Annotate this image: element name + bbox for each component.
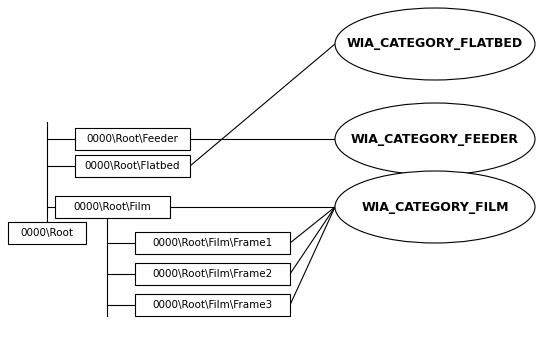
Text: 0000\Root\Film: 0000\Root\Film (74, 202, 151, 212)
Text: 0000\Root\Flatbed: 0000\Root\Flatbed (85, 161, 180, 171)
FancyBboxPatch shape (135, 232, 290, 254)
FancyBboxPatch shape (55, 196, 170, 218)
Text: 0000\Root\Film\Frame3: 0000\Root\Film\Frame3 (152, 300, 273, 310)
Text: 0000\Root: 0000\Root (21, 228, 74, 238)
Ellipse shape (335, 103, 535, 175)
FancyBboxPatch shape (135, 294, 290, 316)
FancyBboxPatch shape (135, 263, 290, 285)
FancyBboxPatch shape (75, 128, 190, 150)
Ellipse shape (335, 8, 535, 80)
Text: WIA_CATEGORY_FLATBED: WIA_CATEGORY_FLATBED (347, 37, 523, 51)
Ellipse shape (335, 171, 535, 243)
Text: 0000\Root\Film\Frame2: 0000\Root\Film\Frame2 (152, 269, 273, 279)
FancyBboxPatch shape (8, 222, 86, 244)
Text: 0000\Root\Feeder: 0000\Root\Feeder (87, 134, 178, 144)
Text: WIA_CATEGORY_FILM: WIA_CATEGORY_FILM (362, 201, 509, 214)
Text: WIA_CATEGORY_FEEDER: WIA_CATEGORY_FEEDER (351, 132, 519, 146)
Text: 0000\Root\Film\Frame1: 0000\Root\Film\Frame1 (152, 238, 273, 248)
FancyBboxPatch shape (75, 155, 190, 177)
